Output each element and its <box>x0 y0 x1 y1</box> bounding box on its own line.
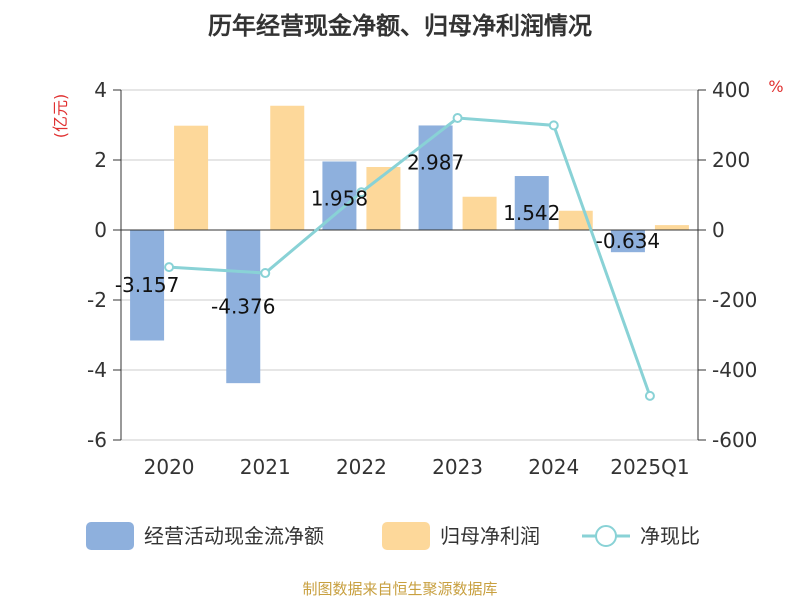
left-tick-label: 2 <box>94 148 107 172</box>
ratio-point <box>452 113 463 123</box>
net-profit-bar <box>654 225 689 230</box>
legend-label-ratio: 净现比 <box>640 524 700 548</box>
source-note: 制图数据来自恒生聚源数据库 <box>302 580 497 598</box>
legend: 经营活动现金流净额 归母净利润 净现比 <box>86 522 700 550</box>
ratio-point <box>356 187 367 198</box>
axes: 4 2 0 -2 -4 -6 400 200 0 -200 -400 -600 2020 2021 2022… <box>87 78 757 479</box>
category-label: 2020 <box>144 455 195 479</box>
right-tick-label: 200 <box>712 148 750 172</box>
category-label: 2022 <box>336 455 387 479</box>
left-tick-label: -6 <box>87 428 107 452</box>
cash-flow-label: 2.987 <box>407 150 464 174</box>
bars <box>130 105 689 384</box>
cash-flow-bar <box>610 230 645 253</box>
cash-flow-label: -4.376 <box>211 295 275 319</box>
net-profit-bar <box>270 105 305 230</box>
cash-flow-label: -3.157 <box>115 273 179 297</box>
right-tick-label: -600 <box>712 428 757 452</box>
ratio-point <box>548 120 559 131</box>
cash-flow-label: 1.542 <box>503 201 560 225</box>
cash-flow-bar <box>514 176 549 230</box>
legend-swatch-net-profit <box>382 522 430 550</box>
cash-flow-bar <box>226 230 261 384</box>
cash-flow-bar <box>130 230 165 341</box>
right-tick-label: 0 <box>712 218 725 242</box>
right-tick-label: -400 <box>712 358 757 382</box>
cash-flow-bar <box>418 125 453 230</box>
ratio-point <box>644 390 655 401</box>
legend-label-cash-flow: 经营活动现金流净额 <box>144 524 324 548</box>
ratio-point <box>164 262 175 273</box>
ratio-line <box>164 113 655 401</box>
left-axis-unit: (亿元) <box>51 94 70 139</box>
data-labels: -3.157 -4.376 1.958 2.987 1.542 -0.634 <box>115 150 660 318</box>
chart-title: 历年经营现金净额、归母净利润情况 <box>208 12 592 40</box>
right-tick-label: 400 <box>712 78 750 102</box>
left-tick-label: -2 <box>87 288 107 312</box>
ratio-line-path <box>168 116 652 397</box>
cash-flow-label: 1.958 <box>311 186 368 210</box>
category-label: 2023 <box>432 455 483 479</box>
left-tick-label: 4 <box>94 78 107 102</box>
legend-marker-ratio <box>595 525 617 547</box>
legend-swatch-cash-flow <box>86 522 134 550</box>
cash-flow-label: -0.634 <box>596 229 660 253</box>
category-label: 2025Q1 <box>610 455 689 479</box>
net-profit-bar <box>366 167 401 230</box>
net-profit-bar <box>174 125 209 230</box>
ratio-point <box>260 268 271 279</box>
net-profit-bar <box>462 196 497 230</box>
category-label: 2024 <box>528 455 579 479</box>
left-tick-label: -4 <box>87 358 107 382</box>
right-tick-label: -200 <box>712 288 757 312</box>
legend-label-net-profit: 归母净利润 <box>440 524 540 548</box>
left-tick-label: 0 <box>94 218 107 242</box>
category-label: 2021 <box>240 455 291 479</box>
right-axis-unit: % <box>768 77 783 96</box>
